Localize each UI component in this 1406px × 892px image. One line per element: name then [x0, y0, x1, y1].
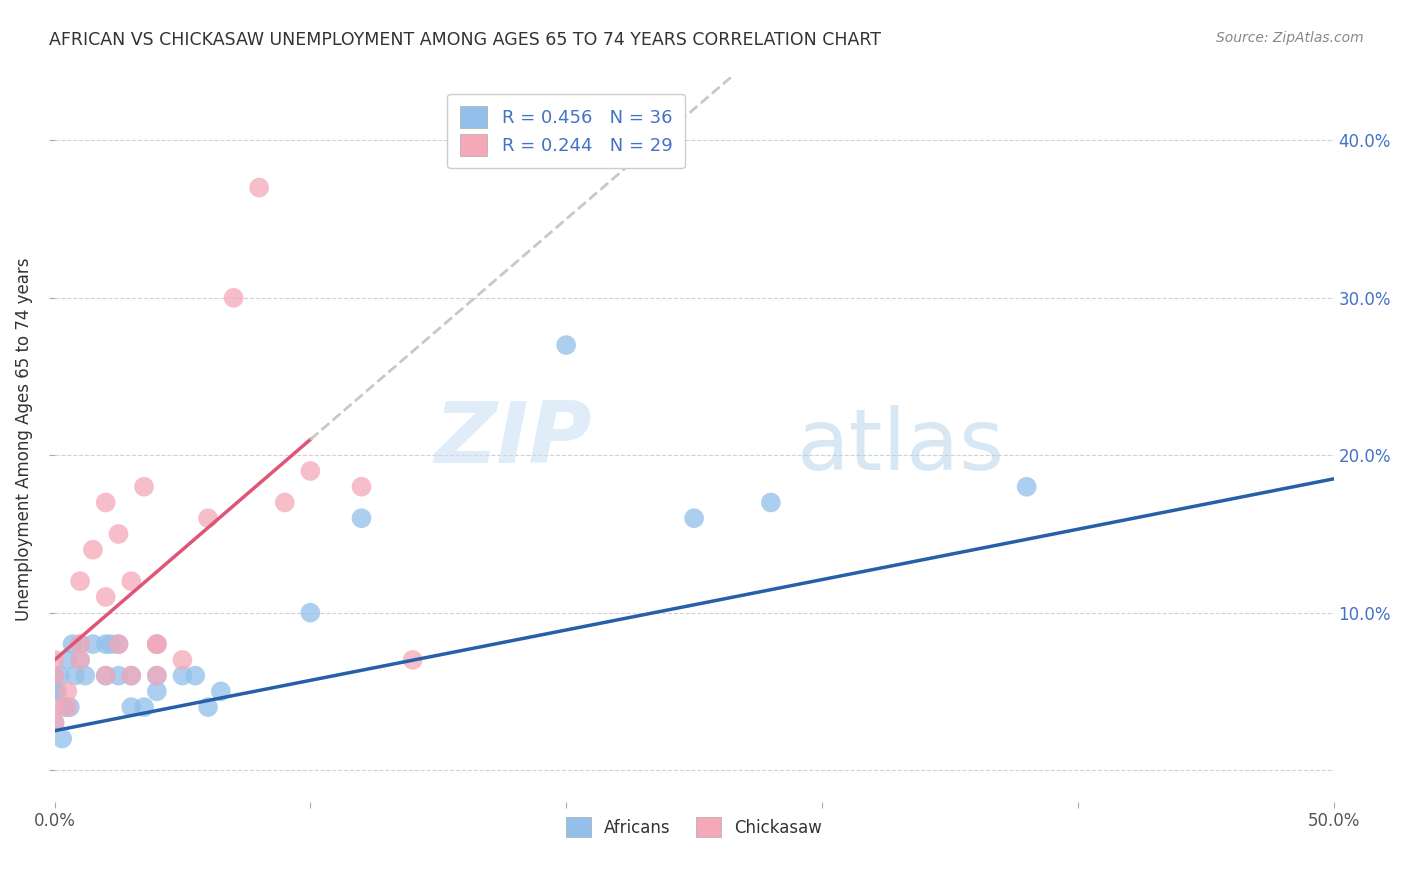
Point: [69, 574, 91, 589]
Point: [184, 668, 207, 682]
Point: [247, 180, 270, 194]
Point: [146, 668, 169, 682]
Point: [120, 668, 142, 682]
Point: [46, 684, 69, 698]
Point: [48, 668, 70, 682]
Point: [759, 495, 782, 509]
Point: [274, 495, 297, 509]
Point: [146, 637, 169, 651]
Point: [69, 637, 91, 651]
Point: [82, 637, 104, 651]
Point: [146, 684, 169, 698]
Point: [197, 511, 219, 525]
Text: Source: ZipAtlas.com: Source: ZipAtlas.com: [1216, 31, 1364, 45]
Point: [222, 291, 245, 305]
Point: [683, 511, 706, 525]
Point: [63, 668, 86, 682]
Point: [555, 338, 578, 352]
Point: [44, 668, 66, 682]
Point: [209, 684, 232, 698]
Legend: Africans, Chickasaw: Africans, Chickasaw: [560, 810, 828, 844]
Point: [94, 668, 117, 682]
Point: [44, 668, 66, 682]
Point: [82, 542, 104, 557]
Y-axis label: Unemployment Among Ages 65 to 74 years: Unemployment Among Ages 65 to 74 years: [15, 258, 32, 621]
Point: [100, 637, 122, 651]
Point: [299, 464, 322, 478]
Point: [146, 637, 169, 651]
Point: [44, 715, 66, 730]
Point: [120, 574, 142, 589]
Point: [132, 480, 155, 494]
Point: [69, 653, 91, 667]
Text: ZIP: ZIP: [434, 398, 592, 481]
Point: [146, 668, 169, 682]
Point: [120, 668, 142, 682]
Point: [107, 637, 129, 651]
Point: [107, 637, 129, 651]
Point: [402, 653, 425, 667]
Point: [69, 637, 91, 651]
Point: [56, 684, 79, 698]
Point: [350, 480, 373, 494]
Point: [56, 653, 79, 667]
Point: [69, 653, 91, 667]
Point: [94, 668, 117, 682]
Point: [44, 684, 66, 698]
Point: [44, 715, 66, 730]
Point: [172, 668, 194, 682]
Point: [299, 606, 322, 620]
Point: [56, 700, 79, 714]
Text: atlas: atlas: [796, 405, 1004, 488]
Point: [120, 700, 142, 714]
Point: [146, 637, 169, 651]
Point: [44, 653, 66, 667]
Point: [350, 511, 373, 525]
Point: [44, 700, 66, 714]
Point: [132, 700, 155, 714]
Point: [53, 700, 76, 714]
Point: [1015, 480, 1038, 494]
Point: [107, 668, 129, 682]
Point: [172, 653, 194, 667]
Point: [94, 590, 117, 604]
Point: [94, 637, 117, 651]
Point: [75, 668, 97, 682]
Point: [107, 527, 129, 541]
Point: [62, 637, 84, 651]
Point: [94, 495, 117, 509]
Point: [197, 700, 219, 714]
Point: [59, 700, 82, 714]
Text: AFRICAN VS CHICKASAW UNEMPLOYMENT AMONG AGES 65 TO 74 YEARS CORRELATION CHART: AFRICAN VS CHICKASAW UNEMPLOYMENT AMONG …: [49, 31, 882, 49]
Point: [51, 731, 73, 746]
